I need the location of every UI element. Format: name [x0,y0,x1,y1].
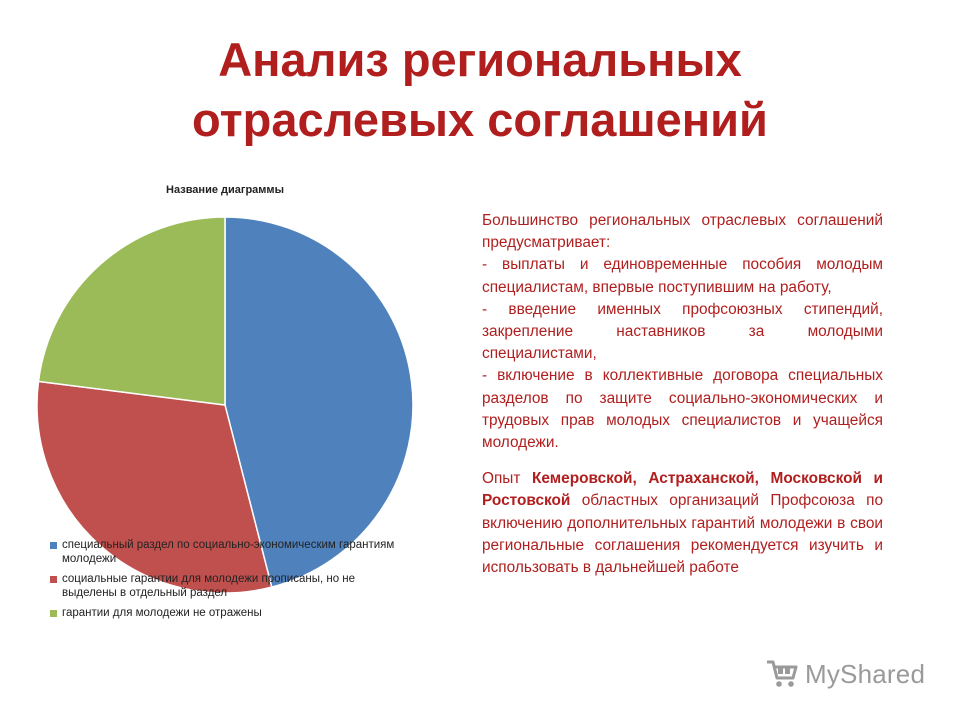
pie-chart: Название диаграммы специальный раздел по… [20,180,440,700]
experience-paragraph: Опыт Кемеровской, Астраханской, Московск… [482,468,883,579]
legend-swatch [50,576,57,583]
bullet-payments: - выплаты и единовременные пособия молод… [482,256,883,296]
legend-item: гарантии для молодежи не отражены [50,606,410,620]
legend-item: социальные гарантии для молодежи прописа… [50,572,410,600]
page-title: Анализ региональных отраслевых соглашени… [0,30,960,150]
legend-label: специальный раздел по социально-экономич… [62,539,395,565]
regions-highlight: Кемеровской, Астраханской, Московской и … [482,470,884,510]
title-line-1: Анализ региональных [218,33,742,86]
analysis-text: Большинство региональных отраслевых согл… [482,210,883,579]
title-line-2: отраслевых соглашений [192,93,768,146]
pie-slice-2 [37,216,226,406]
legend-swatch [50,542,57,549]
watermark: MyShared [765,656,925,692]
pie-slice-0 [224,216,414,589]
bullet-contracts: - включение в коллективные договора спец… [482,367,883,452]
cart-icon [767,660,798,687]
chart-legend: специальный раздел по социально-экономич… [50,538,410,626]
legend-swatch [50,610,57,617]
legend-item: специальный раздел по социально-экономич… [50,538,410,566]
legend-label: социальные гарантии для молодежи прописа… [62,573,356,599]
intro-paragraph: Большинство региональных отраслевых согл… [482,212,883,252]
legend-label: гарантии для молодежи не отражены [62,607,262,619]
experience-start: Опыт [482,470,532,488]
pie-slice-1 [36,380,273,594]
pie-chart-svg [36,216,414,594]
chart-title: Название диаграммы [166,184,284,196]
experience-end: областных организаций Профсоюза по включ… [482,492,883,577]
watermark-text: MyShared [805,658,926,689]
bullet-scholarships: - введение именных профсоюзных стипендий… [482,300,883,363]
